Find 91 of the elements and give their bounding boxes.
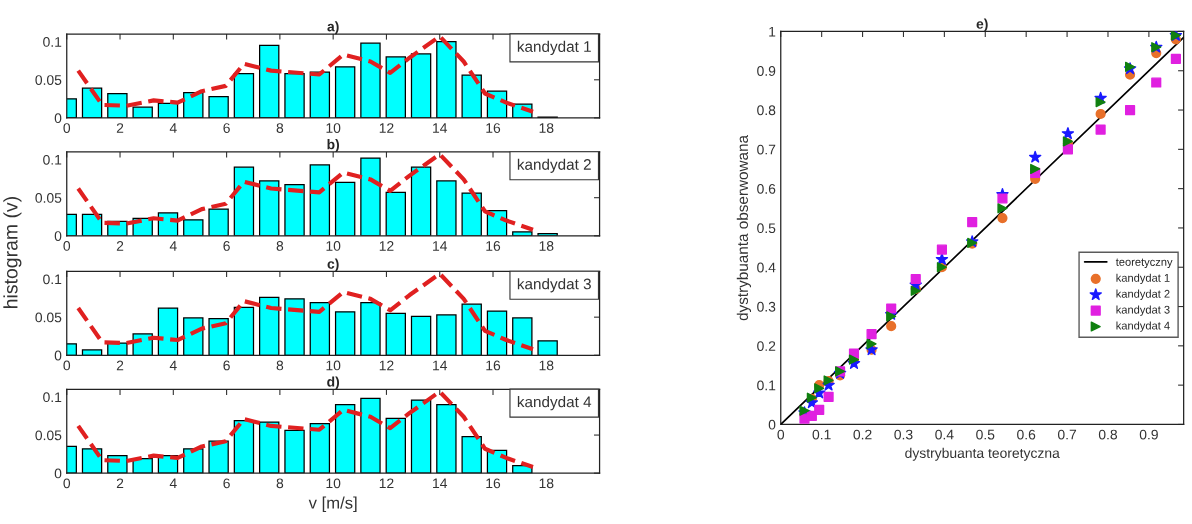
x-tick-label: 6 [223,478,230,489]
x-tick-label: 0 [777,429,785,440]
x-tick-label: 16 [486,241,501,251]
x-tick-label: 14 [433,478,448,489]
x-tick-label: 0.9 [1139,429,1158,440]
x-tick-label: 0.2 [853,429,872,440]
x-tick-label: 10 [326,478,341,489]
x-tick-label: 0 [63,241,71,251]
y-axis-title: histogram (v) [3,197,22,308]
x-tick-label: 8 [276,241,284,251]
y-tick-label: 0 [54,231,62,241]
y-tick-label: 0.5 [757,223,776,234]
y-tick-label: 0.05 [35,75,62,85]
x-tick-label: 6 [223,241,230,251]
x-tick-label: 0 [63,360,71,371]
chart-title: b) [327,139,340,153]
y-tick-label: 0 [54,113,62,124]
x-tick-label: 14 [433,360,448,371]
x-axis-title: v [m/s] [308,496,357,513]
x-tick-label: 12 [379,360,394,371]
x-tick-label: 0.4 [935,429,954,440]
x-tick-label: 0.7 [1057,429,1077,440]
y-tick-label: 1 [769,26,776,37]
annotation: kandydat 1 [517,40,591,56]
legend-label: kandydat 2 [1116,289,1170,300]
x-tick-label: 14 [433,123,448,133]
x-tick-label: 16 [486,360,501,371]
y-tick-label: 0.1 [43,274,62,285]
annotation: kandydat 2 [517,158,591,173]
x-tick-label: 14 [433,241,448,251]
x-tick-label: 12 [379,123,394,133]
x-tick-label: 0.8 [1098,429,1118,440]
y-tick-label: 0.1 [757,380,776,391]
x-tick-label: 2 [116,241,124,251]
y-tick-label: 0 [54,468,62,479]
x-tick-label: 10 [326,123,341,133]
x-tick-label: 0.1 [812,429,831,440]
x-tick-label: 0.5 [976,429,995,440]
x-tick-label: 18 [539,360,554,371]
x-tick-label: 2 [116,123,124,133]
x-tick-label: 16 [486,478,501,489]
x-tick-label: 8 [276,123,284,133]
x-tick-label: 0 [63,123,71,133]
x-tick-label: 8 [276,360,284,371]
y-tick-label: 0.1 [43,154,62,165]
y-axis-title: dystrybuanta obserwowana [736,134,752,321]
y-tick-label: 0.05 [35,430,62,441]
y-tick-label: 0.4 [757,262,776,273]
x-tick-label: 18 [539,241,554,251]
chart-title: e) [976,18,988,32]
x-tick-label: 18 [539,478,554,489]
x-tick-label: 4 [169,123,177,133]
x-tick-label: 2 [116,360,124,371]
x-tick-label: 16 [486,123,501,133]
y-tick-label: 0 [768,419,776,430]
chart-title: d) [327,376,340,390]
y-tick-label: 0.6 [757,183,776,194]
x-tick-label: 10 [326,360,341,371]
x-tick-label: 2 [116,478,124,489]
x-tick-label: 12 [379,478,394,489]
x-tick-label: 10 [326,241,341,251]
legend-label: teoretyczny [1115,258,1173,269]
x-tick-label: 4 [169,241,177,251]
x-tick-label: 18 [539,123,554,133]
y-tick-label: 0.1 [43,37,62,47]
x-tick-label: 0 [63,478,71,489]
x-tick-label: 6 [223,360,230,371]
y-tick-label: 0.2 [757,341,776,352]
legend-label: kandydat 4 [1116,321,1170,332]
annotation: kandydat 4 [517,396,592,411]
legend-label: kandydat 1 [1116,273,1170,285]
x-tick-label: 0.3 [894,429,913,440]
x-tick-label: 12 [379,241,394,251]
x-tick-label: 4 [169,360,177,371]
x-tick-label: 8 [276,478,284,489]
chart-title: c) [327,258,339,272]
y-tick-label: 0.3 [757,301,776,312]
y-tick-label: 0.7 [757,144,776,155]
y-tick-label: 0.1 [43,392,62,403]
x-tick-label: 0.6 [1017,429,1036,440]
y-tick-label: 0.8 [757,105,776,116]
annotation: kandydat 3 [517,278,591,293]
y-tick-label: 0.9 [757,66,776,76]
legend-label: kandydat 3 [1116,305,1170,316]
y-tick-label: 0.05 [35,193,62,203]
y-tick-label: 0 [54,350,62,361]
x-tick-label: 4 [169,478,177,489]
y-tick-label: 0.05 [35,312,62,323]
chart-title: a) [327,21,339,35]
x-tick-label: 6 [223,123,230,133]
x-axis-title: dystrybuanta teoretyczna [905,447,1060,461]
